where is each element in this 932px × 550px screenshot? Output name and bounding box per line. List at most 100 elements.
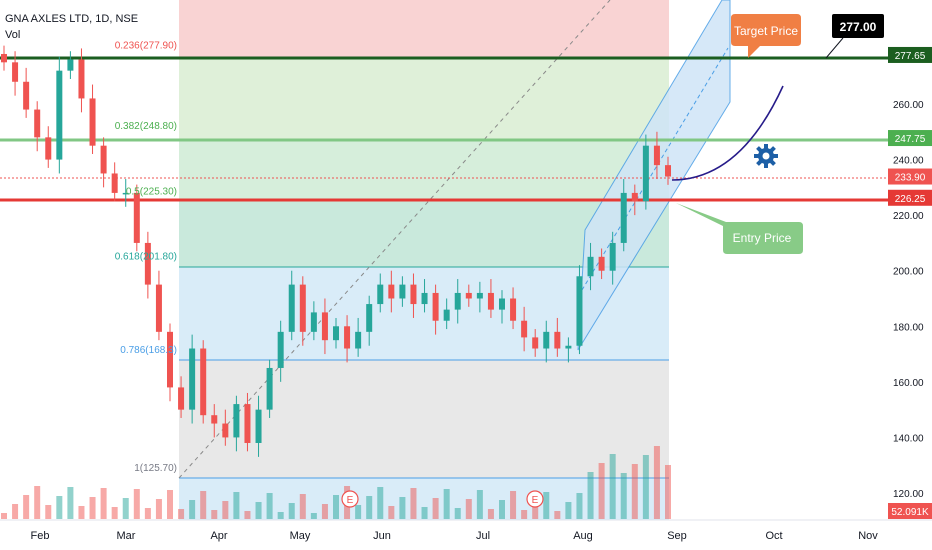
volume-bar — [122, 498, 129, 519]
y-tick-label: 260.00 — [893, 100, 924, 111]
candle-body — [653, 145, 660, 166]
earnings-marker-2[interactable]: E — [526, 490, 544, 508]
volume-bar — [576, 493, 583, 519]
candle-body — [167, 331, 173, 388]
volume-bar — [598, 463, 605, 519]
x-tick-label: Mar — [117, 530, 136, 542]
candle-body — [133, 192, 140, 243]
target-price-bubble[interactable]: Target Price — [731, 14, 801, 58]
price-tags: 277.65 247.75 233.90 226.25 52.091K — [888, 46, 932, 519]
candle-body — [155, 284, 162, 332]
candle-body — [111, 173, 118, 193]
x-tick-label: Apr — [210, 530, 227, 542]
candle-body — [67, 59, 74, 71]
candle-body — [388, 284, 395, 299]
x-tick-label: Nov — [858, 530, 878, 542]
candle-body — [89, 98, 96, 146]
x-tick-label: Aug — [573, 530, 593, 542]
price-callout[interactable]: 277.00 — [825, 14, 884, 59]
candle-body — [443, 309, 450, 321]
volume-bar — [288, 503, 295, 519]
candle-body — [78, 59, 85, 99]
price-tag-label: 233.90 — [895, 173, 926, 184]
fib-trend-line — [178, 0, 611, 479]
candles-group — [1, 45, 671, 457]
volume-bar — [432, 498, 439, 519]
candle-body — [377, 284, 384, 305]
volume-bar — [23, 495, 30, 519]
fib-labels: 0.236(277.90) 0.382(248.80) 0.5(225.30) 0.6… — [115, 40, 177, 474]
volume-bar — [310, 513, 317, 519]
entry-price-bubble[interactable]: Entry Price — [676, 203, 803, 254]
price-axis[interactable] — [888, 0, 932, 520]
earnings-marker-text: E — [347, 495, 354, 506]
candle-body — [421, 292, 428, 305]
candle-body — [266, 367, 273, 410]
candle-body — [532, 337, 539, 349]
price-tag: 226.25 — [888, 189, 932, 206]
y-tick-label: 140.00 — [893, 433, 924, 444]
volume-bar — [299, 494, 306, 519]
volume-bar — [476, 490, 483, 519]
candle-body — [233, 404, 240, 438]
y-tick-label: 180.00 — [893, 322, 924, 333]
candle-body — [23, 81, 30, 110]
candle-body — [56, 70, 63, 160]
x-tick-label: May — [290, 530, 311, 542]
volume-bar — [620, 473, 627, 519]
candle-body — [487, 292, 494, 310]
candle-body — [598, 256, 605, 271]
x-tick-label: Jun — [373, 530, 391, 542]
volume-bar — [609, 454, 616, 519]
volume-bar — [366, 496, 373, 519]
volume-bar — [587, 472, 594, 519]
candle-body — [178, 387, 185, 410]
candle-body — [432, 292, 439, 321]
projection-curve — [671, 85, 784, 181]
x-tick-label: Jul — [476, 530, 490, 542]
volume-bar — [399, 497, 406, 519]
volume-bar — [653, 446, 660, 519]
earnings-marker-text: E — [532, 495, 539, 506]
volume-bar — [377, 487, 384, 519]
candle-body — [620, 192, 627, 243]
candle-body — [366, 304, 373, 332]
candle-body — [333, 326, 339, 341]
volume-bar — [642, 455, 649, 519]
volume-bar — [631, 464, 638, 519]
volume-bar — [211, 510, 218, 519]
candle-body — [45, 137, 52, 160]
candle-body — [277, 331, 284, 368]
price-tag-label: 277.65 — [895, 51, 926, 62]
volume-bar — [56, 496, 63, 519]
symbol-title: GNA AXLES LTD, 1D, NSE — [5, 13, 139, 25]
fib-zone-mid — [179, 140, 669, 200]
volume-bar — [521, 510, 528, 519]
x-tick-label: Feb — [31, 530, 50, 542]
volume-bar — [233, 492, 240, 519]
y-tick-label: 220.00 — [893, 211, 924, 222]
candle-body — [211, 415, 218, 424]
candle-body — [465, 292, 472, 299]
volume-bar — [565, 502, 572, 519]
volume-bar — [510, 491, 517, 519]
candle-body — [288, 284, 295, 332]
candle-body — [510, 298, 517, 321]
volume-bar — [255, 502, 262, 519]
volume-bar — [144, 508, 151, 519]
volume-bar — [454, 508, 461, 519]
volume-bar — [532, 501, 539, 519]
volume-bar — [100, 488, 107, 519]
candle-body — [255, 409, 262, 443]
volume-bars-group — [1, 446, 671, 519]
y-axis-ticks: 120.00 140.00 160.00 180.00 200.00 220.00 240.… — [893, 100, 924, 500]
candle-body — [543, 331, 550, 349]
candle-body — [189, 348, 196, 410]
candle-body — [100, 145, 107, 174]
volume-bar — [554, 511, 561, 519]
earnings-marker-1[interactable]: E — [341, 490, 359, 508]
candle-body — [321, 312, 328, 341]
candle-body — [609, 242, 616, 271]
